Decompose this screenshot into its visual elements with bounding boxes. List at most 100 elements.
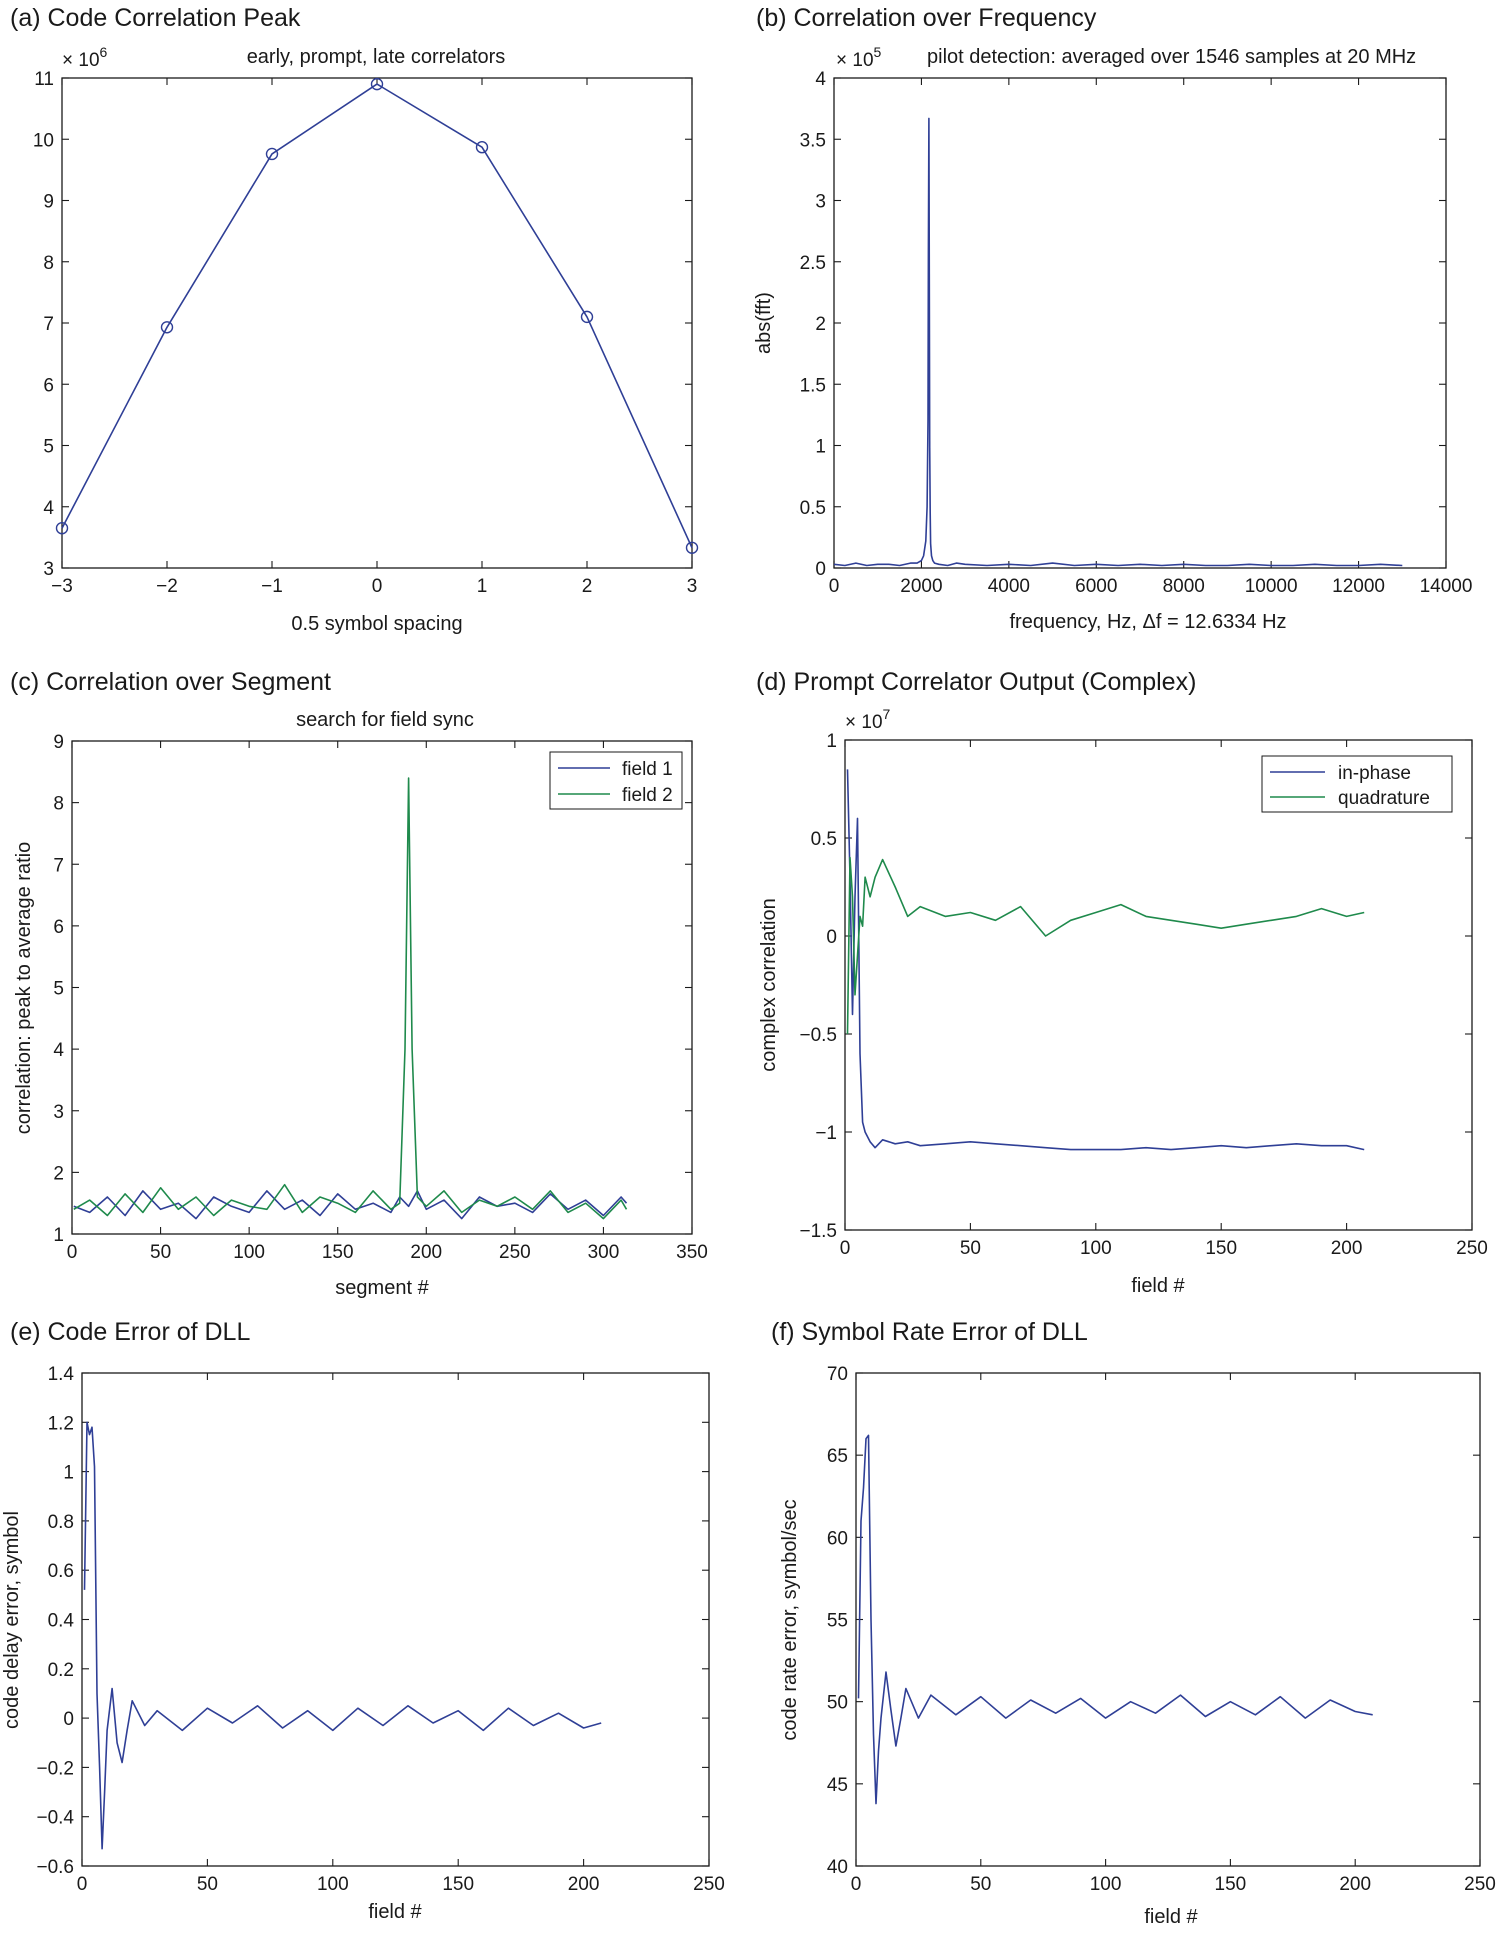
- ytick-label: 4: [53, 1040, 64, 1061]
- xtick-label: 0: [67, 1242, 78, 1263]
- xtick-label: 1: [477, 576, 488, 597]
- xtick-label: 200: [1331, 1238, 1363, 1259]
- ytick-label: 8: [43, 253, 54, 274]
- series-line-1: [83, 1421, 602, 1850]
- ytick-label: 40: [827, 1857, 848, 1878]
- ytick-label: 1: [826, 731, 837, 752]
- xtick-label: 50: [150, 1242, 171, 1263]
- panel-e-xlabel: field #: [368, 1901, 422, 1923]
- xtick-label: 4000: [988, 576, 1030, 597]
- ytick-label: 1: [63, 1463, 74, 1484]
- series-line-1: [833, 117, 1403, 567]
- ytick-label: 0.8: [48, 1512, 74, 1533]
- legend-box: [549, 751, 683, 810]
- xtick-label: 150: [442, 1874, 474, 1895]
- ytick-label: 6: [53, 917, 64, 938]
- ytick-label: 9: [53, 732, 64, 753]
- panel-e-title: (e) Code Error of DLL: [10, 1318, 250, 1346]
- panel-d-series: [846, 769, 1365, 1151]
- panel-a-multiplier: × 106: [62, 44, 108, 71]
- data-point-marker: [685, 541, 699, 554]
- xtick-label: 300: [588, 1242, 620, 1263]
- panel-a-xlabel: 0.5 symbol spacing: [291, 613, 462, 635]
- panel-c-xtick-labels: 0 50 100 150 200 250 300 350: [67, 1242, 708, 1263]
- xtick-label: 6000: [1075, 576, 1117, 597]
- ytick-label: 0: [815, 559, 826, 580]
- panel-c-ytick-labels: 1 2 3 4 5 6 7 8 9: [53, 732, 64, 1246]
- ytick-label: 7: [43, 314, 54, 335]
- ytick-label: −1: [815, 1123, 837, 1144]
- ytick-label: 10: [33, 130, 54, 151]
- panel-f-xlabel: field #: [1144, 1906, 1198, 1928]
- panel-c-subtitle: search for field sync: [296, 709, 474, 731]
- panel-a-title: (a) Code Correlation Peak: [10, 4, 301, 32]
- panel-b-subtitle: pilot detection: averaged over 1546 samp…: [927, 46, 1416, 68]
- panel-d-ticks: [844, 739, 1473, 1231]
- xtick-label: 100: [233, 1242, 265, 1263]
- xtick-label: 250: [499, 1242, 531, 1263]
- panel-c-ticks: [71, 740, 693, 1235]
- panel-b-axes: [833, 77, 1447, 569]
- xtick-label: −3: [51, 576, 73, 597]
- panel-f: (f) Symbol Rate Error of DLL 0 50 100 15…: [771, 1318, 1496, 1928]
- panel-b-ytick-labels: 0 0.5 1 1.5 2 2.5 3 3.5 4: [800, 69, 827, 580]
- xtick-label: 0: [829, 576, 840, 597]
- data-point-marker: [55, 521, 69, 535]
- ytick-label: 3: [53, 1102, 64, 1123]
- ytick-label: 3.5: [800, 130, 826, 151]
- panel-f-ticks: [855, 1372, 1481, 1867]
- panel-d-xtick-labels: 0 50 100 150 200 250: [840, 1238, 1488, 1259]
- panel-d-multiplier: × 107: [845, 706, 891, 733]
- xtick-label: 0: [77, 1874, 88, 1895]
- panel-c-series: [73, 777, 628, 1220]
- ytick-label: 0.2: [48, 1660, 74, 1681]
- series-line-field-2: [73, 777, 628, 1220]
- ytick-label: 2: [815, 314, 826, 335]
- panel-e-xtick-labels: 0 50 100 150 200 250: [77, 1874, 725, 1895]
- panel-c-xlabel: segment #: [335, 1277, 429, 1299]
- panel-a: (a) Code Correlation Peak early, prompt,…: [10, 4, 699, 635]
- xtick-label: 200: [568, 1874, 600, 1895]
- xtick-label: 100: [1080, 1238, 1112, 1259]
- legend-box: [1261, 755, 1453, 813]
- panel-e: (e) Code Error of DLL 0 50 100 150 200 2…: [1, 1318, 725, 1923]
- ytick-label: 45: [827, 1775, 848, 1796]
- panel-b-xlabel: frequency, Hz, Δf = 12.6334 Hz: [1009, 611, 1286, 633]
- xtick-label: 350: [676, 1242, 708, 1263]
- panel-e-series: [83, 1421, 602, 1850]
- xtick-label: 14000: [1420, 576, 1473, 597]
- ytick-label: 3: [43, 559, 54, 580]
- panel-b-xtick-labels: 0 2000 4000 6000 8000 10000 12000 14000: [829, 576, 1473, 597]
- data-point-marker: [265, 147, 279, 161]
- panel-e-axes: [81, 1372, 710, 1867]
- xtick-label: 0: [851, 1874, 862, 1895]
- xtick-label: 250: [1464, 1874, 1496, 1895]
- ytick-label: 50: [827, 1693, 848, 1714]
- panel-b-ticks: [833, 77, 1447, 569]
- legend-label-in-phase: in-phase: [1338, 763, 1411, 784]
- ytick-label: 1: [815, 437, 826, 458]
- panel-b-multiplier: × 105: [836, 44, 882, 71]
- panel-f-ytick-labels: 40 45 50 55 60 65 70: [827, 1364, 848, 1878]
- xtick-label: 0: [372, 576, 383, 597]
- ytick-label: −0.6: [36, 1857, 74, 1878]
- panel-a-subtitle: early, prompt, late correlators: [247, 46, 506, 68]
- panel-f-title: (f) Symbol Rate Error of DLL: [771, 1318, 1088, 1346]
- ytick-label: 5: [43, 437, 54, 458]
- legend-label-quadrature: quadrature: [1338, 788, 1430, 809]
- xtick-label: 8000: [1163, 576, 1205, 597]
- xtick-label: 150: [1215, 1874, 1247, 1895]
- ytick-label: 7: [53, 855, 64, 876]
- panel-b-series: [833, 117, 1403, 567]
- panel-f-axes: [855, 1372, 1481, 1867]
- ytick-label: 11: [34, 69, 54, 90]
- series-line-1: [61, 83, 693, 549]
- xtick-label: 100: [1090, 1874, 1122, 1895]
- ytick-label: 0.4: [48, 1611, 75, 1632]
- ytick-label: 0.5: [811, 829, 837, 850]
- xtick-label: 50: [970, 1874, 991, 1895]
- ytick-label: 2.5: [800, 253, 826, 274]
- panel-e-ytick-labels: −0.6 −0.4 −0.2 0 0.2 0.4 0.6 0.8 1 1.2 1…: [36, 1364, 74, 1878]
- xtick-label: 0: [840, 1238, 851, 1259]
